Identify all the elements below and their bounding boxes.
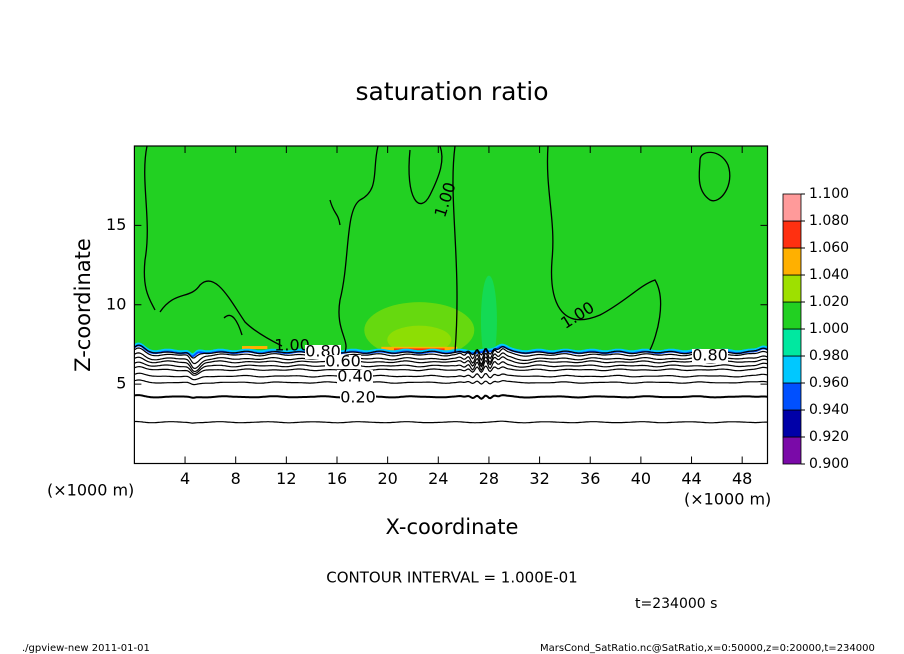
- field-fill: [134, 345, 768, 464]
- x-tick-label: 8: [231, 469, 241, 488]
- x-tick-label: 44: [681, 469, 701, 488]
- colorbar-box: [782, 328, 802, 357]
- contour-line: [134, 352, 768, 370]
- contour-label-bg: [325, 355, 361, 369]
- field-patch: [393, 348, 445, 352]
- colorbar-label: 0.900: [809, 456, 849, 472]
- colorbar-box: [782, 274, 802, 303]
- colorbar-box: [782, 355, 802, 384]
- field-patch: [387, 325, 452, 354]
- plot-area: 1.001.001.000.80 0.800.600.400.20: [133, 146, 768, 464]
- x-unit-label: (×1000 m): [684, 490, 771, 509]
- field-patch: [242, 346, 268, 350]
- contour-line: [134, 372, 768, 381]
- contour-line: [159, 280, 283, 347]
- x-tick-label: 24: [428, 469, 448, 488]
- colorbar: 0.900 0.920 0.940 0.960 0.980 1.000 1.020 1.040…: [782, 186, 849, 472]
- contour-label-bg: [337, 370, 373, 384]
- colorbar-label: 1.060: [809, 240, 849, 256]
- colorbar-box: [782, 301, 802, 330]
- contour-line: [698, 151, 731, 202]
- contour-label: 0.40: [337, 367, 373, 386]
- contour-line: [134, 394, 768, 400]
- contour-line: [143, 145, 156, 311]
- contour-line: [408, 145, 443, 205]
- colorbar-box: [782, 247, 802, 276]
- colorbar-label: 0.940: [809, 402, 849, 418]
- contour-line: [134, 347, 768, 365]
- contour-line: [134, 356, 768, 373]
- contour-label: 0.20: [340, 388, 376, 407]
- contour-line: [223, 199, 341, 336]
- x-tick-label: 40: [631, 469, 651, 488]
- colorbar-box: [782, 436, 802, 465]
- x-tick-label: 4: [180, 469, 190, 488]
- x-tick-label: 36: [580, 469, 600, 488]
- field-patch: [480, 275, 497, 366]
- colorbar-box: [782, 193, 802, 222]
- footer-left: ./gpview-new 2011-01-01: [22, 643, 150, 654]
- x-tick-label: 28: [479, 469, 499, 488]
- contour-label: 0.80: [692, 346, 728, 365]
- x-tick-label: 20: [377, 469, 397, 488]
- footer-right: MarsCond_SatRatio.nc@SatRatio,x=0:50000,…: [540, 643, 875, 654]
- y-tick-label: 15: [106, 215, 126, 234]
- chart-title: saturation ratio: [355, 77, 548, 106]
- x-tick-label: 16: [327, 469, 347, 488]
- y-tick-label: 5: [116, 374, 126, 393]
- y-tick-label: 10: [106, 294, 126, 313]
- colorbar-box: [782, 409, 802, 438]
- y-axis-label: Z-coordinate: [71, 238, 95, 372]
- colorbar-label: 1.100: [809, 186, 849, 202]
- x-tick-label: 32: [529, 469, 549, 488]
- annotation: CONTOUR INTERVAL = 1.000E-01: [326, 569, 577, 587]
- colorbar-label: 1.000: [809, 321, 849, 337]
- contour-group: [143, 145, 731, 353]
- y-unit-label: (×1000 m): [47, 481, 134, 500]
- colorbar-box: [782, 220, 802, 249]
- contour-label: 0.60: [325, 352, 361, 371]
- x-tick-label: 12: [276, 469, 296, 488]
- contour-label-bg: [340, 391, 376, 405]
- contour-line: [134, 344, 768, 359]
- colorbar-label: 0.960: [809, 375, 849, 391]
- contour-line: [546, 145, 662, 351]
- x-axis-label: X-coordinate: [386, 515, 519, 539]
- contour-line: [134, 360, 768, 375]
- colorbar-box: [782, 382, 802, 411]
- contour-line: [134, 365, 768, 376]
- colorbar-label: 1.080: [809, 213, 849, 229]
- contour-label-bg: [692, 349, 728, 363]
- colorbar-label: 1.040: [809, 267, 849, 283]
- time-label: t=234000 s: [635, 596, 717, 612]
- colorbar-label: 0.920: [809, 429, 849, 445]
- field-edge: [133, 342, 768, 356]
- contour-line: [134, 420, 768, 424]
- contour-line: [338, 145, 379, 353]
- colorbar-label: 1.020: [809, 294, 849, 310]
- colorbar-label: 0.980: [809, 348, 849, 364]
- contour-line: [134, 379, 768, 386]
- contour-line: [452, 145, 458, 353]
- x-tick-label: 48: [732, 469, 752, 488]
- contour-label: 1.00: [274, 336, 310, 355]
